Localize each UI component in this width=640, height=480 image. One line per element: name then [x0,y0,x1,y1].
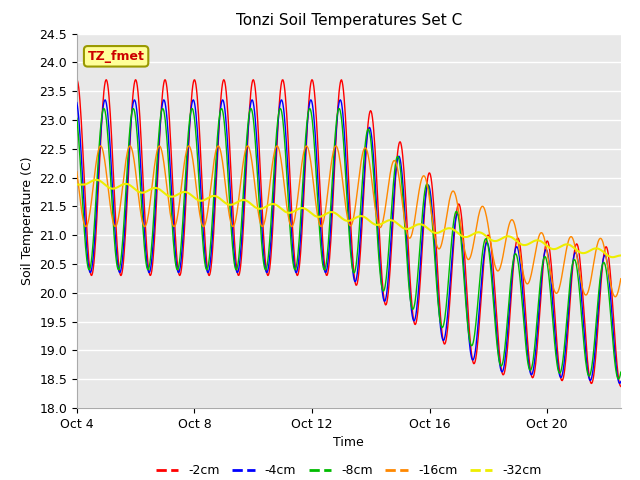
Y-axis label: Soil Temperature (C): Soil Temperature (C) [20,156,34,285]
Legend: -2cm, -4cm, -8cm, -16cm, -32cm: -2cm, -4cm, -8cm, -16cm, -32cm [151,459,547,480]
Text: TZ_fmet: TZ_fmet [88,50,145,63]
Title: Tonzi Soil Temperatures Set C: Tonzi Soil Temperatures Set C [236,13,462,28]
X-axis label: Time: Time [333,436,364,449]
